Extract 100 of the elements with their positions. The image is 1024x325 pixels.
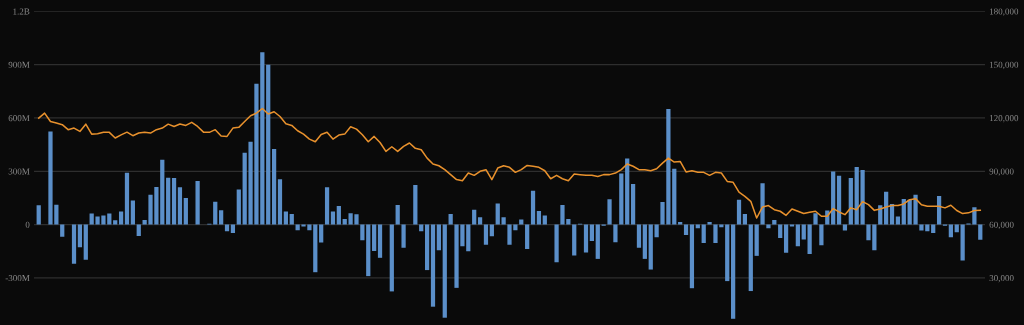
bar <box>525 224 530 249</box>
bar <box>166 177 171 225</box>
bar <box>177 187 183 225</box>
bar <box>931 224 936 233</box>
bar <box>83 224 88 260</box>
bar <box>230 224 236 233</box>
bar <box>219 210 224 225</box>
bar <box>477 217 483 225</box>
bar <box>678 221 683 225</box>
y2-tick-label: 120,000 <box>989 115 1019 123</box>
bar <box>619 173 624 225</box>
bar <box>795 224 800 247</box>
line-series <box>37 107 982 219</box>
bar <box>589 224 595 241</box>
bar <box>642 224 647 259</box>
bar <box>71 224 77 264</box>
bar <box>430 224 436 307</box>
bar <box>113 220 118 225</box>
bar <box>654 224 659 238</box>
bar <box>542 215 547 225</box>
bar <box>742 213 748 225</box>
bar <box>625 158 630 225</box>
bar <box>960 224 965 261</box>
bar <box>766 224 771 229</box>
bar <box>707 221 712 225</box>
bar <box>636 224 642 248</box>
bar <box>731 224 736 319</box>
bar <box>572 224 577 256</box>
bar <box>807 224 812 254</box>
bar <box>801 224 806 240</box>
y2-tick-label: 150,000 <box>989 61 1019 70</box>
bar <box>895 216 901 225</box>
bar <box>889 203 895 225</box>
bar <box>395 205 400 225</box>
bar <box>277 179 283 225</box>
y-tick-label: 900M <box>8 61 30 68</box>
bar <box>648 224 653 270</box>
bar <box>171 178 177 225</box>
bar <box>813 213 818 225</box>
bar <box>330 211 336 225</box>
bar <box>760 183 765 225</box>
bar <box>366 224 371 277</box>
bar <box>124 172 130 225</box>
bar <box>266 64 271 225</box>
bar <box>236 189 241 225</box>
bar <box>842 224 848 231</box>
y-tick-label: 600M <box>8 115 30 122</box>
bar <box>401 224 406 248</box>
y-tick-label: 0 <box>25 221 30 228</box>
bar <box>483 224 489 245</box>
bar <box>595 224 600 259</box>
bar <box>948 224 953 238</box>
bar <box>748 224 753 292</box>
bar <box>683 224 689 235</box>
bar <box>324 187 330 225</box>
bar <box>289 213 294 225</box>
bar <box>554 224 559 263</box>
bar <box>530 190 536 225</box>
bar <box>377 224 383 258</box>
y2-tick-label: 180,000 <box>989 8 1019 16</box>
bar <box>613 224 618 243</box>
bar <box>213 201 218 225</box>
bar <box>630 184 636 225</box>
bar <box>36 205 41 225</box>
bar <box>77 224 83 248</box>
bar <box>978 224 983 240</box>
bar <box>183 197 188 225</box>
bar <box>836 175 842 225</box>
bar <box>136 224 141 236</box>
bar <box>60 224 65 237</box>
bar <box>607 199 612 225</box>
bar <box>701 224 706 243</box>
bar <box>884 191 889 225</box>
bar <box>442 224 447 318</box>
bar <box>424 224 430 271</box>
bar <box>413 184 418 225</box>
y2-tick-label: 30,000 <box>989 275 1014 283</box>
bar <box>195 181 200 225</box>
y-tick-label: 300M <box>8 168 30 175</box>
bar <box>283 211 288 225</box>
bar <box>831 171 836 225</box>
bar <box>772 219 777 225</box>
bar <box>583 224 589 253</box>
bar <box>336 205 341 225</box>
y2-tick-label: 60,000 <box>989 221 1014 230</box>
bar <box>936 195 942 225</box>
bar <box>319 224 324 243</box>
bar <box>472 209 477 225</box>
bar <box>754 224 759 256</box>
bar <box>736 199 742 225</box>
bar <box>901 198 906 225</box>
bar <box>536 210 542 225</box>
bar <box>878 205 883 225</box>
bar <box>519 219 524 225</box>
bar <box>389 224 394 292</box>
bar <box>448 213 453 225</box>
bar <box>271 149 277 225</box>
bar <box>848 178 853 225</box>
y-tick-label: -300M <box>5 275 30 282</box>
bar <box>130 200 135 225</box>
